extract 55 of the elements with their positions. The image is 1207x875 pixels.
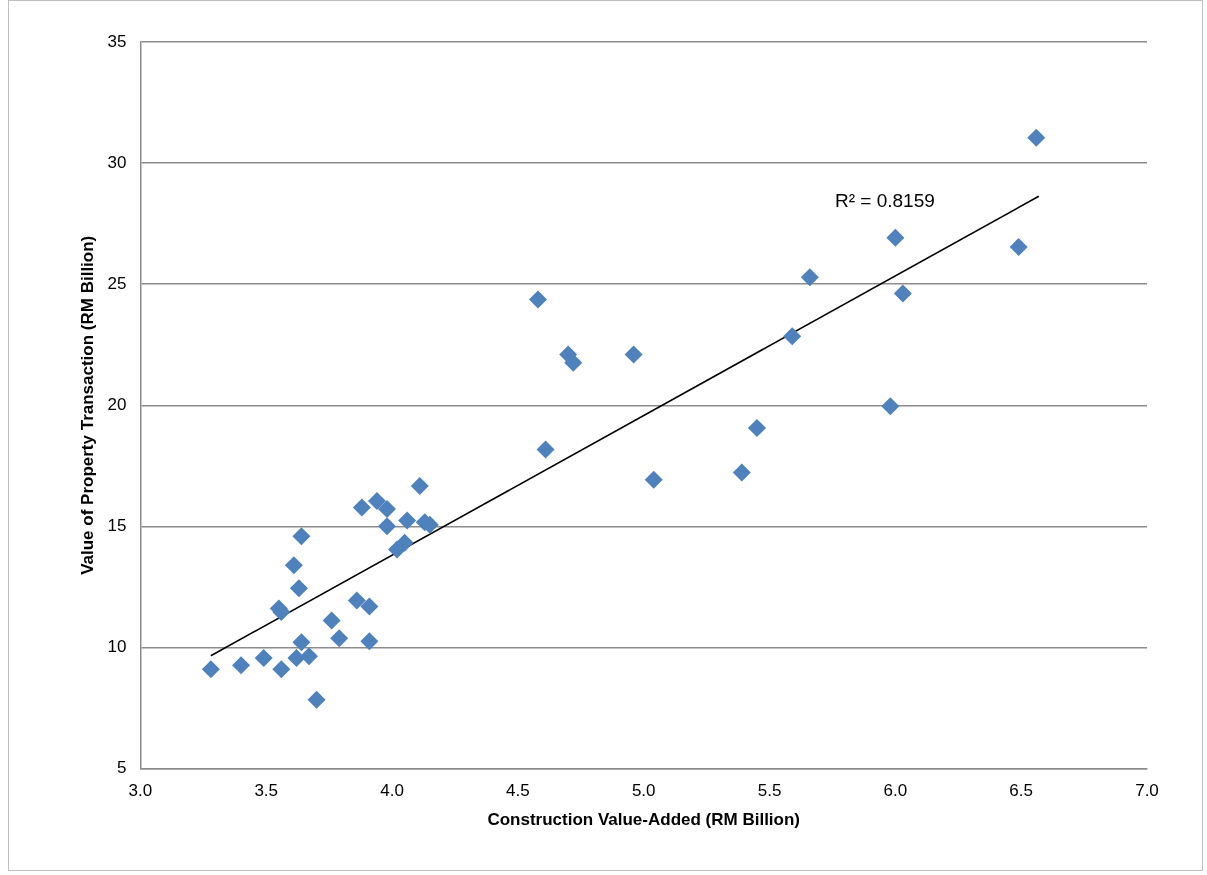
y-tick-label: 35 (107, 31, 127, 51)
y-tick-label: 30 (107, 152, 127, 172)
annotation: R² = 0.8159 (834, 190, 935, 212)
point (300, 647, 319, 666)
point (352, 498, 371, 517)
point (201, 660, 220, 679)
x-tick-label: 3.0 (128, 780, 153, 800)
x-tick-label: 4.0 (380, 780, 404, 800)
point (360, 597, 379, 616)
point (410, 476, 429, 495)
point (536, 440, 555, 459)
point (272, 660, 291, 679)
y-axis-title: Value of Property Transaction (RM Billion) (77, 235, 97, 575)
point (347, 591, 366, 610)
y-tick-label: 15 (107, 516, 127, 536)
point (398, 511, 417, 530)
point (1009, 237, 1028, 256)
point (307, 690, 326, 709)
point (395, 533, 414, 552)
point (287, 648, 306, 667)
point (881, 397, 900, 416)
point (644, 470, 663, 489)
point (330, 629, 349, 648)
point (367, 491, 386, 510)
point (747, 419, 766, 438)
point (322, 611, 341, 630)
point (783, 327, 802, 346)
y-tick-label: 20 (107, 394, 127, 414)
x-tick-label: 3.5 (254, 780, 279, 800)
y-tick-label: 25 (107, 273, 127, 293)
x-axis-title: Construction Value-Added (RM Billion) (487, 810, 800, 830)
x-tick-label: 6.0 (883, 780, 908, 800)
point (289, 579, 308, 598)
x-tick-label: 6.5 (1009, 780, 1033, 800)
x-tick-label: 5.0 (631, 780, 656, 800)
point (624, 345, 643, 364)
point (529, 290, 548, 309)
point (378, 499, 397, 518)
point (292, 527, 311, 546)
x-tick-label: 4.5 (506, 780, 530, 800)
point (886, 228, 905, 247)
point (732, 463, 751, 482)
x-tick-label: 5.5 (757, 780, 782, 800)
point (800, 268, 819, 287)
point (360, 632, 379, 651)
point (893, 284, 912, 303)
y-tick-label: 10 (107, 637, 127, 657)
y-tick-label: 5 (116, 758, 127, 778)
x-tick-label: 7.0 (1135, 780, 1159, 800)
point (284, 556, 303, 575)
point (378, 517, 397, 536)
point (1027, 128, 1046, 147)
point (292, 633, 311, 652)
point (232, 656, 251, 675)
point (254, 648, 273, 667)
